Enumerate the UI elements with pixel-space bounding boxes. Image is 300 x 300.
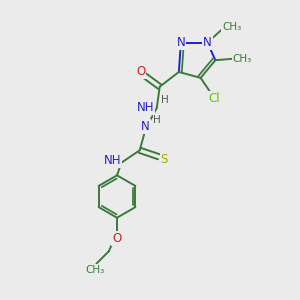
Text: NH: NH (104, 154, 122, 167)
Text: N: N (141, 120, 150, 133)
Text: CH₃: CH₃ (85, 265, 105, 275)
Text: H: H (154, 115, 161, 125)
Text: N: N (176, 36, 185, 49)
Text: Cl: Cl (209, 92, 220, 105)
Text: CH₃: CH₃ (85, 265, 105, 275)
Text: N: N (141, 120, 150, 133)
Text: NH: NH (104, 154, 122, 167)
Text: Cl: Cl (209, 92, 220, 105)
Text: CH₃: CH₃ (233, 54, 252, 64)
Text: O: O (112, 232, 122, 245)
Text: S: S (160, 153, 168, 166)
Text: O: O (112, 232, 122, 245)
Text: N: N (176, 36, 185, 49)
Text: N: N (203, 36, 212, 49)
Text: O: O (136, 65, 146, 79)
Text: CH₃: CH₃ (222, 22, 241, 32)
Text: N: N (203, 36, 212, 49)
Text: NH: NH (137, 101, 154, 114)
Text: CH₃: CH₃ (222, 22, 241, 32)
Text: NH: NH (137, 101, 154, 114)
Text: CH₃: CH₃ (233, 54, 252, 64)
Text: H: H (154, 115, 161, 125)
Text: S: S (160, 153, 168, 166)
Text: O: O (136, 65, 146, 79)
Text: H: H (161, 94, 169, 105)
Text: H: H (161, 94, 169, 105)
